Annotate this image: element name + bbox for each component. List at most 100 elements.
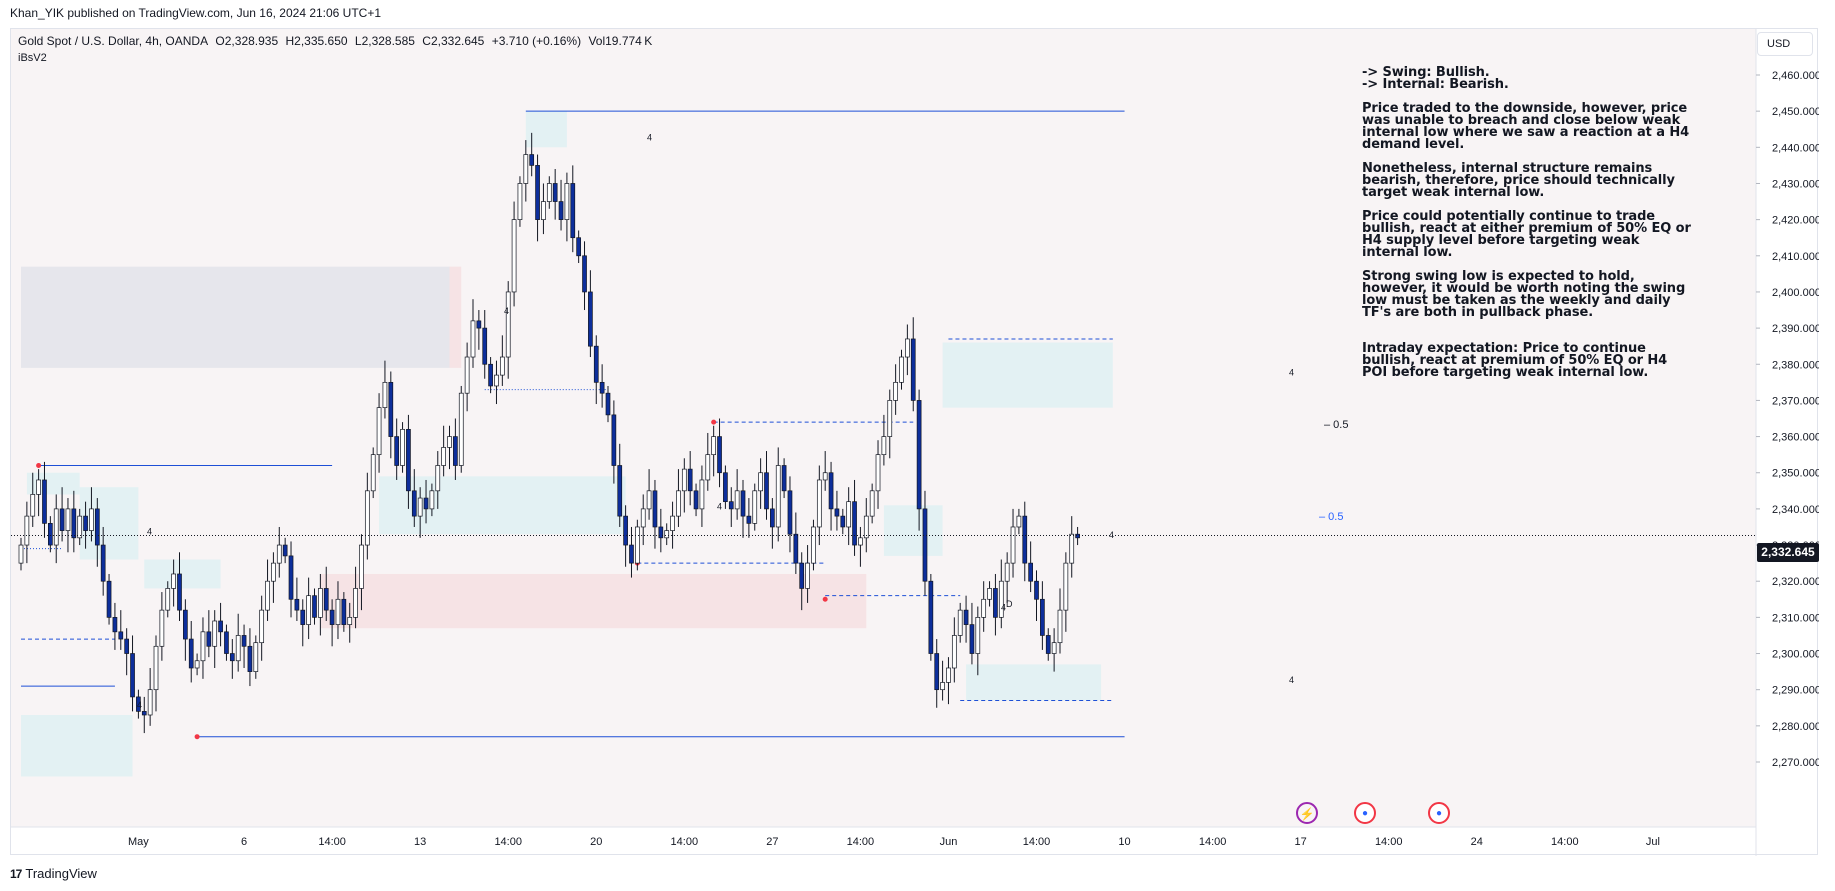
candle-body bbox=[453, 436, 458, 466]
candle-body bbox=[998, 580, 1004, 618]
volume-value: Vol19.774 K bbox=[588, 34, 653, 48]
candle-body bbox=[306, 595, 311, 625]
candle-body bbox=[441, 447, 446, 466]
candle-body bbox=[734, 490, 740, 510]
y-tick-label: 2,340.000 bbox=[1772, 504, 1819, 516]
candle-body bbox=[770, 508, 775, 528]
candle-body bbox=[171, 573, 176, 589]
candle-body bbox=[1051, 642, 1057, 654]
y-tick-label: 2,380.000 bbox=[1772, 359, 1819, 371]
candle-body bbox=[899, 356, 904, 383]
candle-body bbox=[711, 436, 717, 456]
candle-body bbox=[253, 642, 259, 672]
indicator-label[interactable]: iBsV2 bbox=[18, 52, 47, 64]
candle-body bbox=[370, 454, 376, 492]
candle-body bbox=[893, 381, 898, 401]
y-tick-label: 2,390.000 bbox=[1772, 323, 1819, 335]
x-tick-label: 14:00 bbox=[1551, 836, 1579, 848]
candle-body bbox=[423, 497, 429, 510]
chart-annotation: 4 bbox=[1109, 530, 1114, 540]
publish-line: Khan_YIK published on TradingView.com, J… bbox=[10, 6, 382, 20]
candle-body bbox=[517, 183, 523, 220]
candle-body bbox=[1010, 526, 1016, 564]
candle-body bbox=[611, 414, 617, 466]
candle-body bbox=[177, 573, 182, 611]
candle-body bbox=[582, 255, 587, 293]
candle-body bbox=[676, 490, 681, 517]
candle-body bbox=[946, 667, 951, 683]
chart-annotation: 4 bbox=[1289, 367, 1294, 377]
candle-body bbox=[576, 237, 582, 257]
candle-body bbox=[294, 598, 300, 611]
candle-body bbox=[693, 490, 699, 510]
candle-body bbox=[541, 201, 546, 220]
zone bbox=[966, 664, 1102, 701]
note-paragraph: Price could potentially continue to trad… bbox=[1362, 209, 1691, 260]
x-tick-label: May bbox=[128, 836, 149, 848]
zone bbox=[449, 266, 462, 368]
candle-body bbox=[482, 327, 488, 365]
note-paragraph: Price traded to the downside, however, p… bbox=[1362, 101, 1690, 152]
candle-body bbox=[265, 580, 270, 611]
candle-body bbox=[928, 580, 934, 654]
candle-body bbox=[993, 588, 998, 618]
candle-body bbox=[963, 609, 969, 625]
zone bbox=[144, 559, 221, 589]
candle-body bbox=[42, 479, 47, 524]
candle-body bbox=[681, 468, 687, 492]
lightning-event-icon[interactable]: ⚡ bbox=[1296, 802, 1318, 824]
candle-body bbox=[218, 620, 223, 633]
chart-annotation: 4 bbox=[504, 306, 509, 316]
candle-body bbox=[1016, 515, 1022, 528]
high-value: H2,335.650 bbox=[285, 34, 348, 48]
symbol-label[interactable]: Gold Spot / U.S. Dollar, 4h, OANDA bbox=[18, 34, 209, 48]
chart-annotation: 4 bbox=[147, 527, 152, 537]
candle-body bbox=[869, 490, 875, 517]
x-tick-label: 14:00 bbox=[1199, 836, 1227, 848]
candle-body bbox=[130, 653, 135, 698]
candle-body bbox=[447, 436, 452, 448]
candle-body bbox=[957, 609, 963, 636]
candle-body bbox=[1063, 562, 1069, 611]
candle-body bbox=[394, 436, 400, 466]
candle-body bbox=[805, 562, 810, 589]
y-tick-label: 2,290.000 bbox=[1772, 685, 1819, 697]
candle-body bbox=[617, 465, 623, 517]
x-tick-label: 20 bbox=[590, 836, 602, 848]
analysis-notes: -> Swing: Bullish. -> Internal: Bearish.… bbox=[1362, 66, 1692, 391]
chart-annotation: 4 bbox=[137, 700, 142, 710]
candle-body bbox=[1069, 533, 1075, 564]
change-value: +3.710 (+0.16%) bbox=[491, 34, 582, 48]
y-tick-label: 2,370.000 bbox=[1772, 395, 1819, 407]
candle-body bbox=[775, 465, 781, 528]
candle-body bbox=[699, 479, 705, 510]
candle-body bbox=[241, 635, 247, 647]
currency-button[interactable]: USD bbox=[1757, 32, 1813, 56]
candle-body bbox=[112, 617, 118, 633]
tradingview-logo-icon: 17 bbox=[10, 866, 22, 881]
candle-body bbox=[376, 407, 382, 456]
candle-body bbox=[200, 631, 206, 662]
candle-body bbox=[922, 508, 928, 582]
pivot-point bbox=[822, 596, 828, 602]
candle-body bbox=[828, 472, 834, 510]
candle-body bbox=[1075, 533, 1080, 539]
candle-body bbox=[235, 635, 241, 662]
candle-body bbox=[282, 544, 288, 557]
candle-body bbox=[147, 689, 153, 716]
us-flag-event-icon[interactable]: ● bbox=[1354, 802, 1376, 824]
candle-body bbox=[781, 465, 787, 492]
candle-body bbox=[840, 515, 846, 528]
candle-body bbox=[1057, 609, 1063, 644]
candle-body bbox=[834, 508, 840, 517]
candle-body bbox=[382, 381, 388, 409]
x-tick-label: 14:00 bbox=[494, 836, 522, 848]
candle-body bbox=[728, 501, 734, 510]
candle-body bbox=[705, 454, 711, 481]
candle-body bbox=[470, 320, 476, 358]
tradingview-brand[interactable]: 17 TradingView bbox=[10, 866, 97, 881]
chart-frame[interactable]: – 0.5– 0.5 4 4 4 4 4 4 4 4 4 D 2,270.000 2,280.000 2,… bbox=[10, 28, 1819, 856]
us-flag-event-icon[interactable]: ● bbox=[1428, 802, 1450, 824]
candle-body bbox=[288, 555, 294, 600]
